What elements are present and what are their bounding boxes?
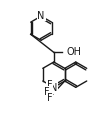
- Text: N: N: [37, 11, 45, 21]
- Text: F: F: [44, 87, 50, 97]
- Text: OH: OH: [67, 47, 82, 57]
- Text: N: N: [50, 83, 58, 93]
- Text: F: F: [47, 93, 52, 103]
- Text: F: F: [47, 80, 52, 90]
